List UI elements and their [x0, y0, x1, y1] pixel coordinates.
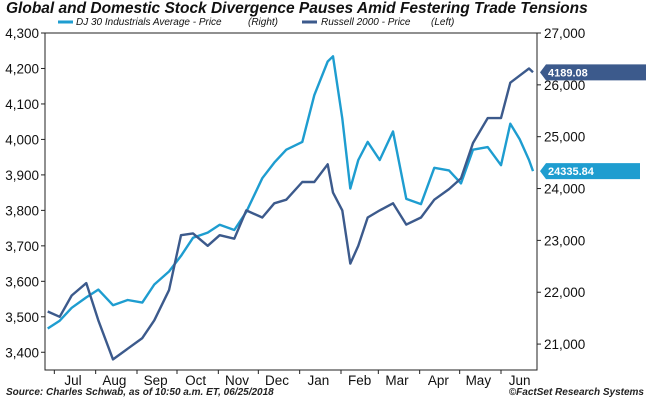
y-left-tick-label: 3,400 — [5, 345, 39, 360]
x-tick-label: Jun — [509, 373, 531, 388]
chart-title: Global and Domestic Stock Divergence Pau… — [6, 0, 588, 17]
last-value-tag-dj30: 24335.84 — [540, 163, 640, 180]
credit-note: ©FactSet Research Systems — [509, 387, 645, 398]
tag-dj30-shape — [540, 163, 640, 180]
x-tick-label: May — [466, 373, 492, 388]
legend-axis-dj30: (Right) — [248, 17, 278, 28]
x-tick-label: Mar — [385, 373, 409, 388]
y-right-tick-label: 26,000 — [544, 78, 585, 93]
y-right-tick-label: 25,000 — [544, 130, 585, 145]
y-left-tick-label: 4,200 — [5, 61, 39, 76]
y-axis-right: 21,000 22,000 23,000 24,000 25,000 26,000 27,0… — [537, 26, 585, 352]
x-tick-label: Nov — [225, 373, 249, 388]
y-right-tick-label: 23,000 — [544, 233, 585, 248]
x-tick-label: Jan — [307, 373, 329, 388]
tag-russell-shape — [540, 64, 646, 81]
y-axis-left: 3,400 3,500 3,600 3,700 3,800 3,900 4,000 4,100… — [5, 26, 45, 360]
legend-label-dj30: DJ 30 Industrials Average - Price — [76, 17, 222, 28]
series-line-dj30 — [47, 55, 535, 330]
tag-dj30-text: 24335.84 — [548, 166, 595, 178]
y-left-tick-label: 4,300 — [5, 26, 39, 41]
y-left-tick-label: 4,100 — [5, 97, 39, 112]
y-left-tick-label: 3,900 — [5, 168, 39, 183]
y-right-tick-label: 21,000 — [544, 337, 585, 352]
x-tick-label: Dec — [265, 373, 289, 388]
y-left-tick-label: 4,000 — [5, 132, 39, 147]
legend-label-russell: Russell 2000 - Price — [321, 17, 411, 28]
y-left-tick-label: 3,800 — [5, 203, 39, 218]
x-axis: Jul Aug Sep Oct Nov Dec Jan Feb Mar Apr May Jun — [53, 370, 531, 388]
last-value-tag-russell: 4189.08 — [540, 64, 646, 81]
x-tick-label: Feb — [348, 373, 371, 388]
y-left-tick-label: 3,500 — [5, 310, 39, 325]
series-layer — [47, 55, 535, 361]
legend: DJ 30 Industrials Average - Price (Right… — [58, 17, 454, 28]
x-tick-label: Apr — [428, 373, 450, 388]
y-right-tick-label: 22,000 — [544, 285, 585, 300]
source-note: Source: Charles Schwab, as of 10:50 a.m.… — [6, 387, 274, 398]
plot-frame — [44, 32, 538, 371]
x-tick-label: Jul — [64, 373, 81, 388]
legend-axis-russell: (Left) — [431, 17, 454, 28]
x-tick-label: Oct — [185, 373, 206, 388]
y-left-tick-label: 3,600 — [5, 274, 39, 289]
x-tick-label: Sep — [144, 373, 168, 388]
y-left-tick-label: 3,700 — [5, 239, 39, 254]
tag-russell-text: 4189.08 — [548, 67, 588, 79]
x-tick-label: Aug — [102, 373, 126, 388]
y-right-tick-label: 27,000 — [544, 26, 585, 41]
series-line-russell — [47, 67, 534, 361]
y-right-tick-label: 24,000 — [544, 182, 585, 197]
